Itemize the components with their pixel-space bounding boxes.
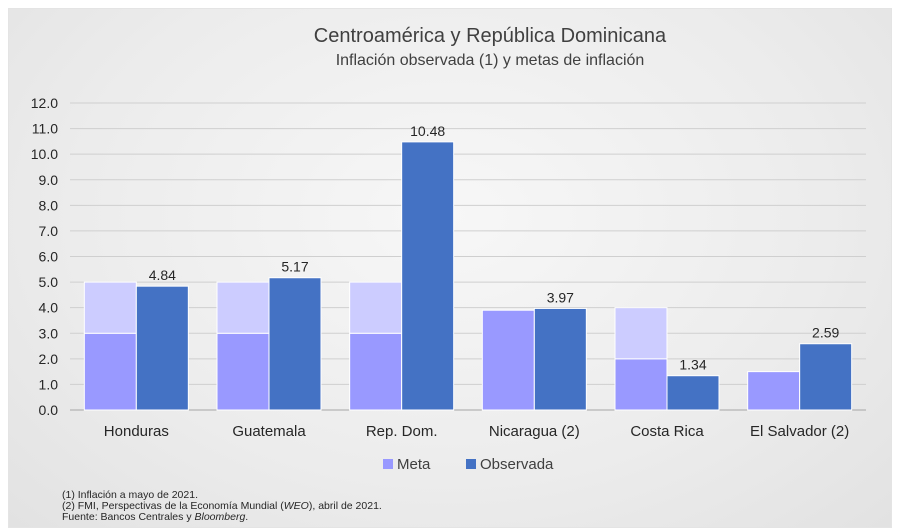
observada-bar — [268, 277, 322, 411]
legend-label-meta: Meta — [397, 456, 431, 473]
category-label: Nicaragua (2) — [489, 423, 580, 440]
meta-bar — [216, 332, 270, 411]
y-tick-label: 1.0 — [39, 376, 59, 392]
footnote-source: Fuente: Bancos Centrales y Bloomberg. — [62, 511, 249, 523]
meta-range-band — [216, 281, 270, 334]
y-tick-label: 8.0 — [39, 197, 59, 213]
footnotes: (1) Inflación a mayo de 2021. (2) FMI, P… — [62, 490, 662, 523]
category-label: Costa Rica — [630, 423, 704, 440]
y-tick-label: 11.0 — [32, 121, 58, 137]
data-label: 2.59 — [812, 325, 839, 341]
x-axis: Honduras Guatemala Rep. Dom. Nicaragua (2) C… — [104, 423, 849, 440]
observada-bar — [799, 343, 853, 411]
legend-label-observada: Observada — [480, 456, 554, 473]
meta-bar — [614, 358, 668, 411]
meta-bar — [83, 332, 137, 411]
y-tick-label: 3.0 — [39, 325, 59, 341]
footnote-1: (1) Inflación a mayo de 2021. — [62, 489, 198, 501]
legend: Meta Observada — [383, 456, 554, 473]
meta-range-band — [614, 307, 668, 360]
y-tick-label: 10.0 — [31, 146, 58, 162]
category-label: Honduras — [104, 423, 169, 440]
y-axis: 0.0 1.0 2.0 3.0 4.0 5.0 6.0 7.0 8.0 9.0 10.0 11.0 12… — [31, 95, 58, 418]
legend-swatch-meta — [383, 459, 393, 469]
meta-bar — [747, 371, 801, 411]
y-tick-label: 5.0 — [39, 274, 59, 290]
observada-bar — [401, 141, 455, 411]
category-label: Rep. Dom. — [366, 423, 438, 440]
data-label: 10.48 — [410, 123, 445, 139]
gridlines — [70, 102, 866, 411]
meta-range-band — [349, 281, 403, 334]
chart-title: Centroamérica y República Dominicana — [314, 25, 667, 47]
y-tick-label: 4.0 — [39, 300, 59, 316]
data-label: 1.34 — [679, 357, 706, 373]
chart-subtitle: Inflación observada (1) y metas de infla… — [336, 52, 645, 69]
y-tick-label: 0.0 — [39, 402, 59, 418]
data-label: 3.97 — [547, 289, 574, 305]
category-label: Guatemala — [232, 423, 306, 440]
y-tick-label: 9.0 — [39, 172, 59, 188]
y-tick-label: 12.0 — [31, 95, 58, 111]
category-label: El Salvador (2) — [750, 423, 849, 440]
y-tick-label: 6.0 — [39, 249, 59, 265]
observada-bar — [666, 375, 720, 411]
footnote-2: (2) FMI, Perspectivas de la Economía Mun… — [62, 500, 382, 512]
meta-range-band — [83, 281, 137, 334]
meta-bar — [481, 309, 535, 411]
bars — [83, 141, 853, 411]
data-label: 4.84 — [149, 267, 176, 283]
data-label: 5.17 — [281, 259, 308, 275]
legend-swatch-observada — [466, 459, 476, 469]
y-tick-label: 7.0 — [39, 223, 59, 239]
meta-bar — [349, 332, 403, 411]
y-tick-label: 2.0 — [39, 351, 59, 367]
observada-bar — [135, 285, 189, 411]
data-labels: 4.84 5.17 10.48 3.97 1.34 2.59 — [149, 123, 840, 373]
observada-bar — [533, 307, 587, 411]
